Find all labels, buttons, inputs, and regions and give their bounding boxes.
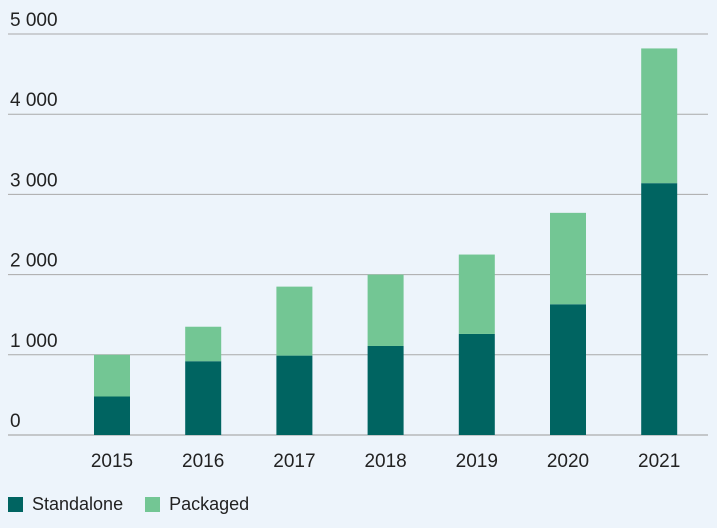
y-tick-label-3000: 3 000 — [10, 170, 58, 191]
x-tick-label-2018: 2018 — [364, 451, 406, 472]
x-tick-label-2015: 2015 — [91, 451, 133, 472]
bar-packaged-2016 — [185, 326, 222, 362]
bar-standalone-2019 — [458, 333, 495, 435]
y-tick-label-0: 0 — [10, 411, 21, 432]
bar-standalone-2020 — [550, 304, 586, 435]
bar-chart-plot: 0 1 000 2 000 3 000 4 000 5 000 2015 2016 2017 20… — [8, 10, 708, 472]
legend-swatch-packaged — [145, 497, 161, 512]
legend-label-standalone: Standalone — [32, 494, 124, 514]
bar-packaged-2020 — [550, 212, 586, 305]
legend: Standalone Packaged — [8, 494, 271, 515]
legend-swatch-standalone — [8, 497, 23, 512]
bar-standalone-2017 — [276, 355, 313, 435]
y-tick-label-5000: 5 000 — [10, 10, 58, 31]
y-tick-label-2000: 2 000 — [10, 251, 58, 272]
bar-standalone-2015 — [94, 396, 130, 435]
y-tick-label-4000: 4 000 — [10, 90, 58, 111]
x-tick-label-2021: 2021 — [638, 451, 680, 472]
legend-item-packaged: Packaged — [145, 494, 249, 515]
bar-packaged-2021 — [641, 48, 678, 184]
bar-standalone-2016 — [185, 361, 222, 435]
bar-packaged-2018 — [367, 274, 404, 346]
bar-standalone-2021 — [641, 183, 678, 435]
bar-packaged-2015 — [94, 354, 130, 397]
legend-item-standalone: Standalone — [8, 494, 123, 515]
x-tick-label-2017: 2017 — [273, 451, 315, 472]
x-tick-label-2019: 2019 — [456, 451, 498, 472]
legend-label-packaged: Packaged — [169, 494, 250, 514]
bar-packaged-2019 — [458, 254, 495, 334]
x-tick-label-2020: 2020 — [547, 451, 589, 472]
x-tick-label-2016: 2016 — [182, 451, 224, 472]
bar-standalone-2018 — [367, 345, 404, 435]
bar-packaged-2017 — [276, 286, 313, 356]
y-tick-label-1000: 1 000 — [10, 331, 58, 352]
